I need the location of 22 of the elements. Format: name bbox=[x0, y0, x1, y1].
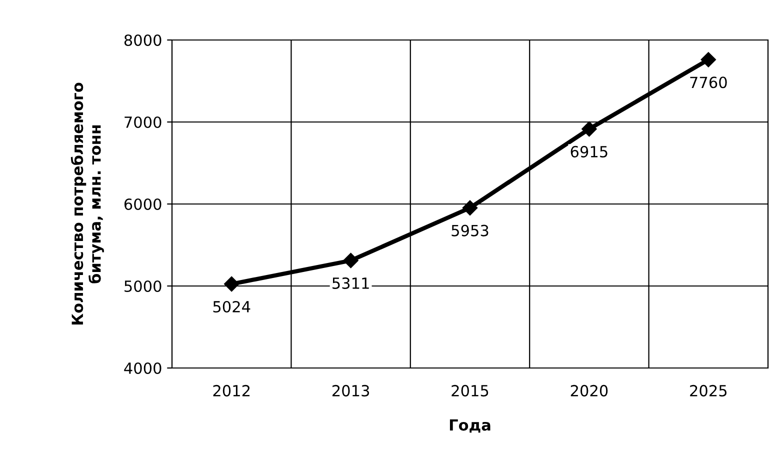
y-tick-label: 5000 bbox=[124, 280, 162, 292]
x-tick-label: 2012 bbox=[213, 384, 250, 396]
data-label: 5311 bbox=[332, 277, 369, 289]
point bbox=[224, 276, 240, 292]
y-tick-label: 8000 bbox=[124, 34, 162, 46]
y-tick-label: 4000 bbox=[124, 362, 162, 374]
y-tick-label: 6000 bbox=[124, 198, 162, 210]
data-label: 5953 bbox=[452, 224, 488, 236]
y-tick-label: 7000 bbox=[124, 116, 162, 128]
point bbox=[582, 121, 597, 137]
x-tick-label: 2015 bbox=[452, 384, 488, 396]
x-axis-title: Года bbox=[450, 419, 490, 433]
point bbox=[700, 52, 716, 68]
x-tick-label: 2013 bbox=[332, 384, 370, 396]
point bbox=[462, 200, 478, 216]
x-tick-label: 2020 bbox=[570, 384, 608, 396]
y-axis-title: Количество потребляемого битума, млн. тонн bbox=[70, 82, 104, 325]
data-label: 7760 bbox=[690, 76, 727, 88]
point bbox=[343, 252, 358, 268]
x-tick-label: 2025 bbox=[690, 384, 727, 396]
data-label: 5024 bbox=[213, 300, 250, 313]
data-label: 6915 bbox=[570, 146, 608, 158]
